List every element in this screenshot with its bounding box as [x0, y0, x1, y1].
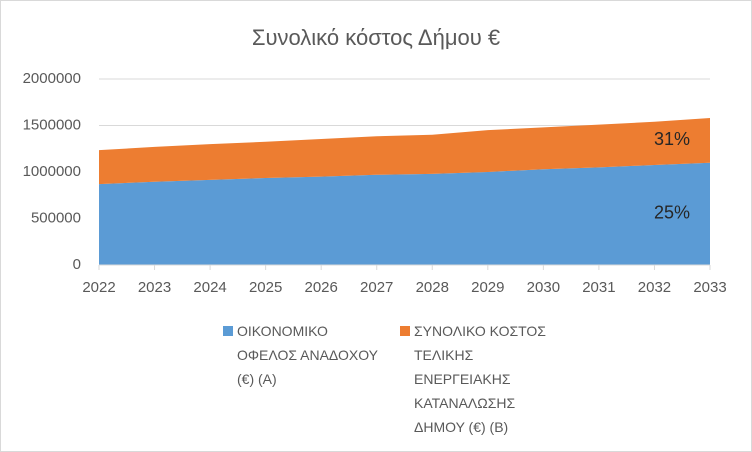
area: [99, 162, 710, 265]
annotation: 31%: [654, 129, 690, 149]
legend-item: ΣΥΝΟΛΙΚΟ ΚΟΣΤΟΣ ΤΕΛΙΚΗΣ ΕΝΕΡΓΕΙΑΚΗΣ ΚΑΤΑ…: [400, 319, 564, 439]
x-tick-label: 2025: [249, 279, 282, 296]
legend-label: ΣΥΝΟΛΙΚΟ ΚΟΣΤΟΣ ΤΕΛΙΚΗΣ ΕΝΕΡΓΕΙΑΚΗΣ ΚΑΤΑ…: [414, 323, 546, 435]
x-tick-label: 2029: [471, 279, 504, 296]
annotation: 25%: [654, 203, 690, 223]
x-tick-label: 2022: [82, 279, 115, 296]
y-tick-label: 0: [73, 256, 81, 273]
legend-swatch: [400, 326, 410, 336]
y-tick-label: 2000000: [23, 70, 81, 87]
y-tick-label: 1000000: [23, 163, 81, 180]
x-tick-label: 2033: [693, 279, 726, 296]
legend-swatch: [223, 326, 233, 336]
chart-title: Συνολικό κόστος Δήμου €: [252, 25, 500, 50]
legend-label: ΟΙΚΟΝΟΜΙΚΟ ΟΦΕΛΟΣ ΑΝΑΔΟΧΟΥ (€) (Α): [237, 323, 378, 387]
x-tick-label: 2026: [304, 279, 337, 296]
legend-item: ΟΙΚΟΝΟΜΙΚΟ ΟΦΕΛΟΣ ΑΝΑΔΟΧΟΥ (€) (Α): [223, 319, 387, 391]
x-tick-label: 2028: [416, 279, 449, 296]
x-tick-label: 2024: [193, 279, 226, 296]
y-tick-label: 500000: [31, 209, 81, 226]
area: [99, 118, 710, 185]
x-tick-label: 2031: [582, 279, 615, 296]
x-tick-label: 2023: [138, 279, 171, 296]
x-tick-label: 2027: [360, 279, 393, 296]
y-tick-label: 1500000: [23, 116, 81, 133]
x-tick-label: 2032: [638, 279, 671, 296]
x-tick-label: 2030: [527, 279, 560, 296]
